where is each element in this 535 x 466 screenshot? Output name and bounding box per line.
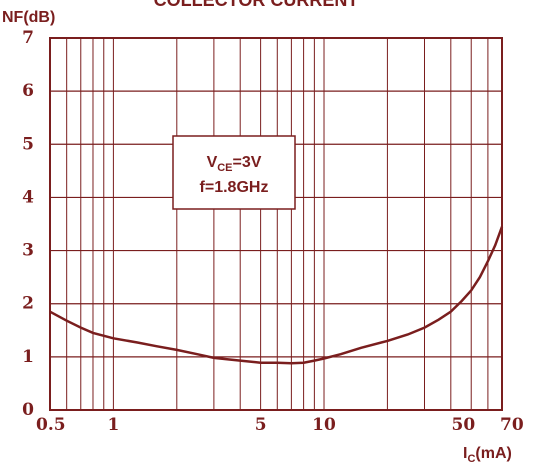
x-axis-label-unit: (mA) xyxy=(475,445,511,462)
x-tick-label: 70 xyxy=(500,415,524,435)
x-tick-label: 5 xyxy=(255,415,267,435)
y-axis-label: NF(dB) xyxy=(2,9,55,26)
y-tick-label: 7 xyxy=(22,28,34,48)
minor-grid xyxy=(66,38,489,410)
y-tick-label: 3 xyxy=(22,241,34,261)
annotation-voltage: =3V xyxy=(233,154,262,171)
x-tick-label: 0.5 xyxy=(36,415,66,435)
y-tick-label: 2 xyxy=(22,294,34,314)
x-axis-label-subscript: C xyxy=(467,453,475,465)
y-tick-label: 6 xyxy=(22,81,34,101)
condition-annotation: VCE=3V f=1.8GHz xyxy=(172,135,296,210)
y-tick-label: 1 xyxy=(22,347,34,367)
x-axis-label-main: I xyxy=(463,445,467,462)
chart-title: COLLECTOR CURRENT xyxy=(154,0,359,10)
y-tick-label: 4 xyxy=(22,187,34,207)
x-tick-labels: 0.5 1 5 10 50 70 xyxy=(36,415,524,435)
annotation-v: V xyxy=(207,154,218,171)
annotation-line-1: VCE=3V xyxy=(207,154,262,174)
x-axis-label: IC(mA) xyxy=(463,445,512,465)
y-tick-label: 5 xyxy=(22,134,34,154)
y-tick-label: 0 xyxy=(22,400,34,420)
annotation-line-2: f=1.8GHz xyxy=(200,179,269,196)
x-tick-label: 50 xyxy=(452,415,476,435)
y-tick-labels: 0 1 2 3 4 5 6 7 xyxy=(22,28,34,420)
plot-frame xyxy=(49,37,503,411)
annotation-ce-subscript: CE xyxy=(217,162,232,174)
x-tick-label: 10 xyxy=(312,415,336,435)
nf-curve xyxy=(49,226,504,365)
x-tick-label: 1 xyxy=(107,415,119,435)
major-grid xyxy=(50,90,502,358)
annotation-box xyxy=(172,135,296,210)
